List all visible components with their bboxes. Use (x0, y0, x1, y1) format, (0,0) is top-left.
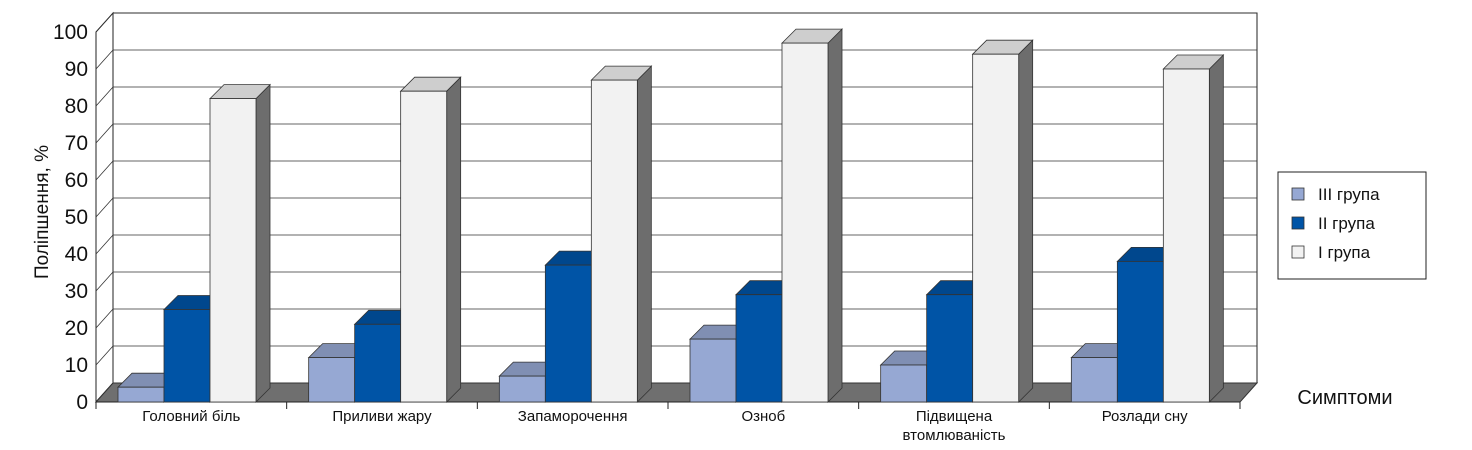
bar (1116, 260, 1164, 403)
bar (544, 264, 592, 403)
legend: III група II група I група (1277, 171, 1427, 280)
x-axis-label: Симптоми (1297, 387, 1392, 409)
bar (689, 338, 737, 403)
bar (880, 364, 928, 403)
bar (498, 375, 546, 403)
legend-swatch (1291, 187, 1305, 201)
x-tick-line: Підвищена (916, 408, 993, 425)
x-axis-ticks: Головний біль Приливи жару Запаморочення Оз… (95, 402, 1241, 444)
bar (1162, 68, 1210, 403)
bars (117, 28, 1225, 403)
x-tick-line: Розлади сну (1102, 408, 1188, 425)
x-tick-label: Головний біль (142, 408, 240, 425)
y-axis-label: Поліпшення, % (32, 145, 53, 279)
x-tick-label: Запаморочення (518, 408, 628, 425)
y-tick-label: 70 (65, 132, 88, 155)
y-tick-label: 0 (76, 391, 88, 414)
y-tick-label: 40 (65, 243, 88, 266)
bar (972, 53, 1020, 403)
gridline (95, 160, 1257, 181)
y-tick-label: 30 (65, 280, 88, 303)
y-tick-label: 50 (65, 206, 88, 229)
bar (926, 294, 974, 403)
legend-label: III група (1318, 185, 1380, 204)
x-tick-line: втомлюваність (903, 427, 1006, 444)
bar (590, 79, 638, 403)
x-tick-label: Приливи жару (332, 408, 432, 425)
bar-side (636, 65, 652, 403)
legend-swatch (1291, 245, 1305, 259)
y-tick-label: 80 (65, 95, 88, 118)
bar-side (827, 28, 843, 403)
bar (400, 90, 448, 403)
y-tick-label: 10 (65, 354, 88, 377)
bar (163, 309, 211, 403)
bar-side (1018, 39, 1034, 403)
bar (117, 386, 165, 403)
bar-side (446, 76, 462, 403)
legend-swatch (1291, 216, 1305, 230)
bar (781, 42, 829, 403)
bar (209, 98, 257, 403)
legend-label: II група (1318, 214, 1375, 233)
x-tick-line: Приливи жару (332, 408, 432, 425)
y-tick-label: 20 (65, 317, 88, 340)
gridline (95, 197, 1257, 218)
gridline (95, 12, 1257, 33)
gridline (95, 271, 1257, 292)
bar-side (1208, 54, 1224, 403)
bar-side (255, 83, 271, 403)
gridline (95, 308, 1257, 329)
y-tick-label: 90 (65, 58, 88, 81)
x-tick-label: Озноб (741, 408, 785, 425)
gridline (95, 49, 1257, 70)
bar (735, 294, 783, 403)
x-tick-line: Озноб (741, 408, 785, 425)
gridline (95, 123, 1257, 144)
bar (308, 357, 356, 403)
gridline (95, 345, 1257, 366)
gridline (95, 234, 1257, 255)
y-tick-label: 60 (65, 169, 88, 192)
y-tick-label: 100 (53, 21, 88, 44)
bar (354, 323, 402, 403)
bar (1070, 357, 1118, 403)
x-tick-line: Головний біль (142, 408, 240, 425)
y-axis-ticks: 0 10 20 30 40 50 60 70 80 90 100 (53, 21, 88, 414)
x-tick-label: Розлади сну (1102, 408, 1188, 425)
legend-label: I група (1318, 243, 1371, 262)
x-tick-line: Запаморочення (518, 408, 628, 425)
x-tick-label: Підвищена втомлюваність (903, 408, 1006, 444)
gridline (95, 86, 1257, 107)
